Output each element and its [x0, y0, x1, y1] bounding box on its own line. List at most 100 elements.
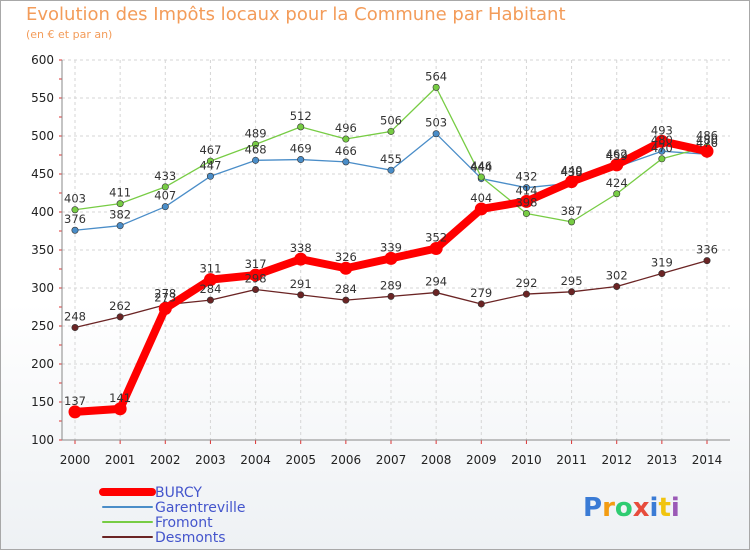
data-label: 284 [199, 282, 221, 296]
data-label: 468 [245, 142, 267, 156]
data-point-burcy [339, 261, 353, 275]
y-tick-label: 550 [31, 91, 54, 105]
data-label: 382 [109, 208, 131, 222]
data-label: 317 [245, 257, 267, 271]
data-label: 284 [335, 282, 357, 296]
data-point-fromont [613, 190, 621, 198]
y-tick-label: 600 [31, 53, 54, 67]
data-point-desmonts [568, 288, 576, 296]
x-tick-label: 2008 [421, 453, 452, 467]
data-point-desmonts [342, 296, 350, 304]
data-label: 141 [109, 391, 131, 405]
data-label: 319 [651, 256, 673, 270]
data-label: 480 [696, 133, 718, 147]
data-label: 469 [290, 142, 312, 156]
data-label: 291 [290, 277, 312, 291]
chart-title: Evolution des Impôts locaux pour la Comm… [26, 4, 566, 25]
data-label: 446 [470, 159, 492, 173]
data-label: 403 [64, 192, 86, 206]
data-label: 440 [561, 164, 583, 178]
data-point-garentreville [522, 184, 530, 192]
data-point-burcy [519, 194, 533, 208]
data-point-burcy [203, 273, 217, 287]
data-point-desmonts [613, 282, 621, 290]
data-label: 336 [696, 243, 718, 257]
data-label: 262 [109, 299, 131, 313]
data-label: 433 [154, 169, 176, 183]
data-label: 462 [606, 147, 628, 161]
y-tick-label: 200 [31, 357, 54, 371]
x-tick-label: 2001 [105, 453, 136, 467]
data-point-garentreville [252, 156, 260, 164]
data-point-burcy [249, 268, 263, 282]
data-point-garentreville [116, 222, 124, 230]
data-label: 302 [606, 268, 628, 282]
data-label: 248 [64, 310, 86, 324]
data-label: 489 [245, 126, 267, 140]
data-label: 503 [425, 116, 447, 130]
data-label: 338 [290, 241, 312, 255]
data-point-desmonts [71, 324, 79, 332]
legend-label-fromont: Fromont [155, 515, 213, 531]
y-tick-label: 350 [31, 243, 54, 257]
data-point-garentreville [206, 172, 214, 180]
data-label: 496 [335, 121, 357, 135]
y-tick-label: 250 [31, 319, 54, 333]
data-label: 376 [64, 212, 86, 226]
data-label: 339 [380, 240, 402, 254]
data-label: 447 [199, 158, 221, 172]
data-label: 466 [335, 144, 357, 158]
data-point-fromont [477, 173, 485, 181]
logo-letter: t [658, 493, 670, 523]
data-label: 432 [515, 170, 537, 184]
data-point-desmonts [658, 270, 666, 278]
data-point-garentreville [71, 226, 79, 234]
data-point-desmonts [477, 300, 485, 308]
data-label: 455 [380, 152, 402, 166]
data-label: 459 [606, 149, 628, 163]
logo-letter: o [615, 493, 633, 523]
data-point-garentreville [342, 158, 350, 166]
y-tick-label: 300 [31, 281, 54, 295]
legend-label-burcy: BURCY [155, 485, 202, 501]
data-point-desmonts [387, 292, 395, 300]
data-point-burcy [610, 158, 624, 172]
logo-letter: P [583, 493, 602, 523]
data-point-fromont [206, 157, 214, 165]
data-label: 404 [470, 191, 492, 205]
data-point-fromont [522, 210, 530, 218]
data-point-burcy [565, 175, 579, 189]
data-point-fromont [658, 155, 666, 163]
data-point-garentreville [432, 130, 440, 138]
data-point-burcy [384, 251, 398, 265]
data-label: 411 [109, 186, 131, 200]
legend-label-garentreville: Garentreville [155, 500, 245, 516]
y-tick-label: 400 [31, 205, 54, 219]
data-point-desmonts [116, 313, 124, 321]
data-point-garentreville [387, 166, 395, 174]
data-label: 294 [425, 275, 447, 289]
logo-letter: i [671, 493, 680, 523]
data-point-fromont [252, 140, 260, 148]
data-label: 407 [154, 189, 176, 203]
data-label: 476 [696, 136, 718, 150]
chart-subtitle: (en € et par an) [26, 28, 113, 41]
x-tick-label: 2012 [601, 453, 632, 467]
data-label: 398 [515, 196, 537, 210]
data-point-burcy [68, 405, 82, 419]
data-point-burcy [158, 302, 172, 316]
data-point-burcy [113, 402, 127, 416]
x-tick-label: 2011 [556, 453, 587, 467]
data-label: 279 [470, 286, 492, 300]
data-point-desmonts [703, 257, 711, 265]
data-point-fromont [297, 123, 305, 131]
data-label: 289 [380, 278, 402, 292]
logo-letter: r [602, 493, 615, 523]
x-tick-label: 2002 [150, 453, 181, 467]
y-tick-label: 450 [31, 167, 54, 181]
data-label: 493 [651, 123, 673, 137]
data-point-garentreville [297, 156, 305, 164]
x-tick-label: 2009 [466, 453, 497, 467]
data-point-burcy [429, 241, 443, 255]
